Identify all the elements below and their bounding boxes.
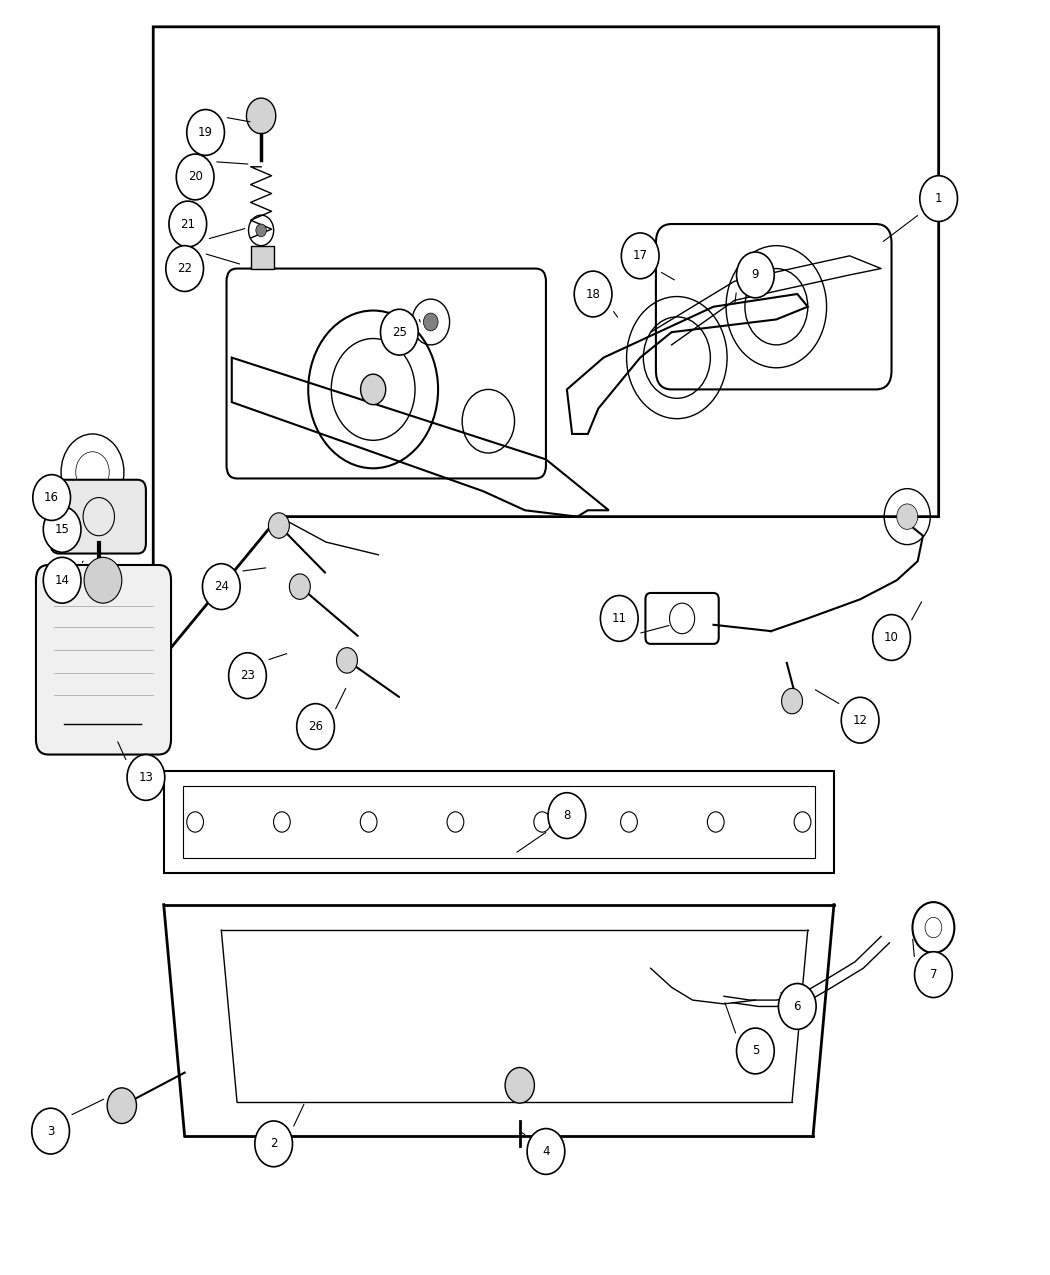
- Text: 9: 9: [752, 269, 759, 282]
- Text: 15: 15: [55, 523, 69, 536]
- Text: 13: 13: [139, 771, 153, 784]
- Text: 5: 5: [752, 1044, 759, 1057]
- Circle shape: [43, 557, 81, 603]
- Circle shape: [873, 615, 910, 660]
- Circle shape: [273, 812, 290, 833]
- Text: 23: 23: [240, 669, 255, 682]
- Circle shape: [622, 233, 659, 279]
- Circle shape: [336, 648, 357, 673]
- Circle shape: [601, 595, 638, 641]
- Text: 14: 14: [55, 574, 69, 586]
- Circle shape: [380, 310, 418, 354]
- Circle shape: [229, 653, 267, 699]
- Circle shape: [290, 574, 311, 599]
- Circle shape: [360, 374, 385, 404]
- Circle shape: [505, 1067, 534, 1103]
- Circle shape: [447, 812, 464, 833]
- Circle shape: [187, 812, 204, 833]
- Circle shape: [423, 314, 438, 332]
- Circle shape: [527, 1128, 565, 1174]
- Circle shape: [736, 1028, 774, 1074]
- Text: 3: 3: [47, 1125, 55, 1137]
- Text: 11: 11: [612, 612, 627, 625]
- Text: 1: 1: [934, 193, 943, 205]
- Text: 17: 17: [633, 250, 648, 263]
- Circle shape: [920, 176, 958, 222]
- Text: 7: 7: [929, 968, 938, 982]
- FancyBboxPatch shape: [251, 246, 274, 269]
- Circle shape: [187, 110, 225, 156]
- Circle shape: [794, 812, 811, 833]
- Circle shape: [32, 1108, 69, 1154]
- Text: 24: 24: [214, 580, 229, 593]
- Text: 12: 12: [853, 714, 867, 727]
- Text: 20: 20: [188, 171, 203, 184]
- Circle shape: [255, 1121, 293, 1167]
- Text: 25: 25: [392, 325, 406, 339]
- FancyBboxPatch shape: [36, 565, 171, 755]
- Circle shape: [269, 513, 290, 538]
- Circle shape: [176, 154, 214, 200]
- Circle shape: [548, 793, 586, 839]
- Circle shape: [33, 474, 70, 520]
- Circle shape: [533, 812, 550, 833]
- Text: 21: 21: [181, 218, 195, 231]
- Circle shape: [360, 812, 377, 833]
- Circle shape: [897, 504, 918, 529]
- Circle shape: [841, 697, 879, 743]
- Circle shape: [84, 557, 122, 603]
- Circle shape: [166, 246, 204, 292]
- Circle shape: [127, 755, 165, 801]
- Text: 19: 19: [198, 126, 213, 139]
- Circle shape: [256, 224, 267, 237]
- Circle shape: [708, 812, 724, 833]
- Circle shape: [297, 704, 334, 750]
- Text: 6: 6: [794, 1000, 801, 1012]
- Circle shape: [778, 983, 816, 1029]
- Circle shape: [203, 564, 240, 609]
- Circle shape: [247, 98, 276, 134]
- Text: 10: 10: [884, 631, 899, 644]
- Text: 4: 4: [542, 1145, 550, 1158]
- Text: 18: 18: [586, 287, 601, 301]
- Circle shape: [43, 506, 81, 552]
- Text: 22: 22: [177, 263, 192, 275]
- FancyBboxPatch shape: [786, 991, 810, 1011]
- Circle shape: [736, 252, 774, 298]
- Circle shape: [107, 1088, 136, 1123]
- Text: 2: 2: [270, 1137, 277, 1150]
- Text: 26: 26: [308, 720, 323, 733]
- Circle shape: [781, 688, 802, 714]
- Text: 16: 16: [44, 491, 59, 504]
- Circle shape: [574, 272, 612, 317]
- Circle shape: [621, 812, 637, 833]
- FancyBboxPatch shape: [50, 479, 146, 553]
- Circle shape: [169, 201, 207, 247]
- Text: 8: 8: [563, 810, 570, 822]
- Circle shape: [915, 951, 952, 997]
